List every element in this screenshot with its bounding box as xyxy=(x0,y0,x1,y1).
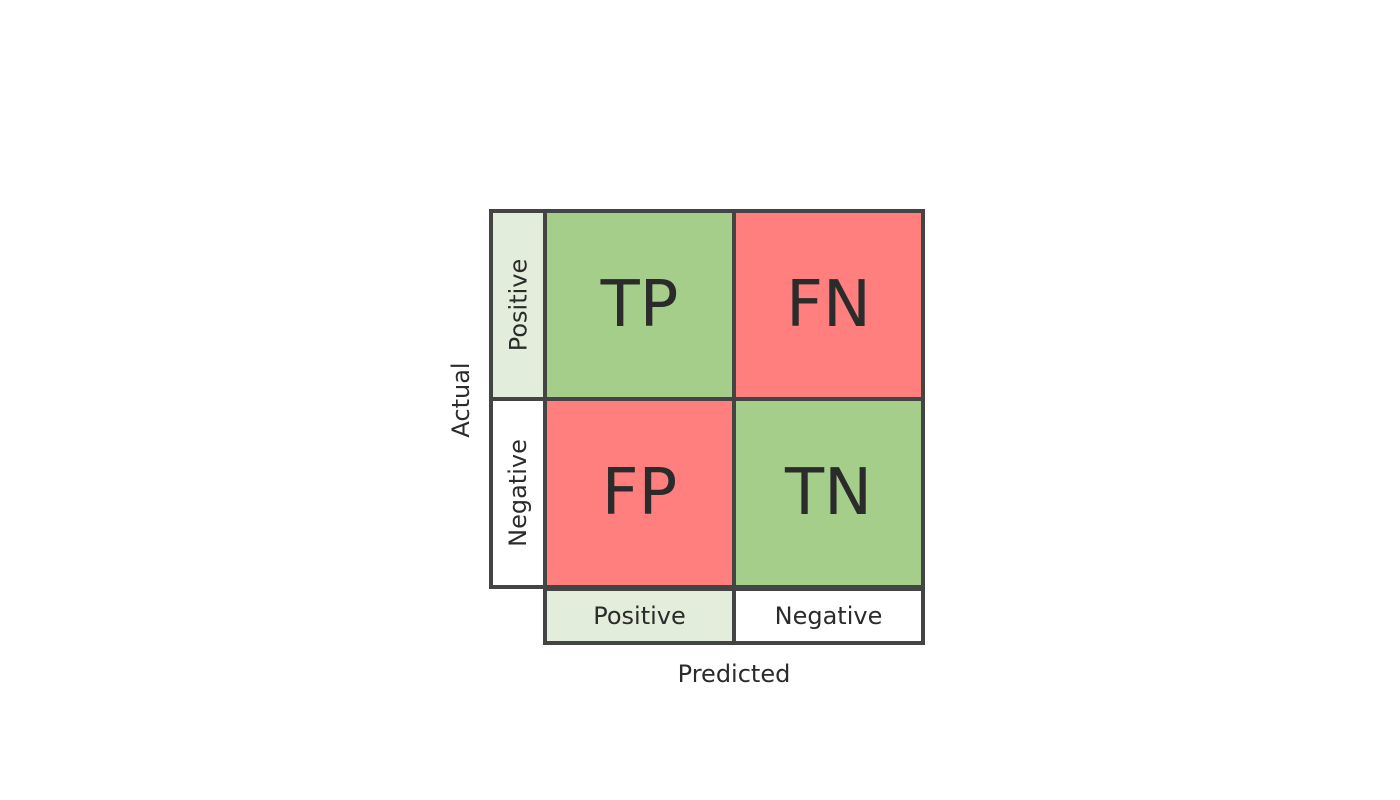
cell-true-positive-label: TP xyxy=(600,268,679,342)
column-header-negative-label: Negative xyxy=(774,602,883,630)
cell-false-positive-label: FP xyxy=(601,456,678,530)
cell-true-positive: TP xyxy=(543,209,736,401)
row-header-positive: Positive xyxy=(489,209,547,401)
column-header-positive: Positive xyxy=(543,587,736,645)
row-header-negative: Negative xyxy=(489,397,547,589)
actual-axis-label: Actual xyxy=(447,362,475,438)
row-header-negative-label: Negative xyxy=(504,439,532,547)
column-header-negative: Negative xyxy=(732,587,925,645)
cell-false-negative-label: FN xyxy=(786,268,871,342)
cell-false-positive: FP xyxy=(543,397,736,589)
column-header-positive-label: Positive xyxy=(593,602,686,630)
cell-true-negative: TN xyxy=(732,397,925,589)
predicted-axis-label: Predicted xyxy=(677,660,791,688)
cell-false-negative: FN xyxy=(732,209,925,401)
cell-true-negative-label: TN xyxy=(785,456,872,530)
row-header-positive-label: Positive xyxy=(504,258,532,352)
